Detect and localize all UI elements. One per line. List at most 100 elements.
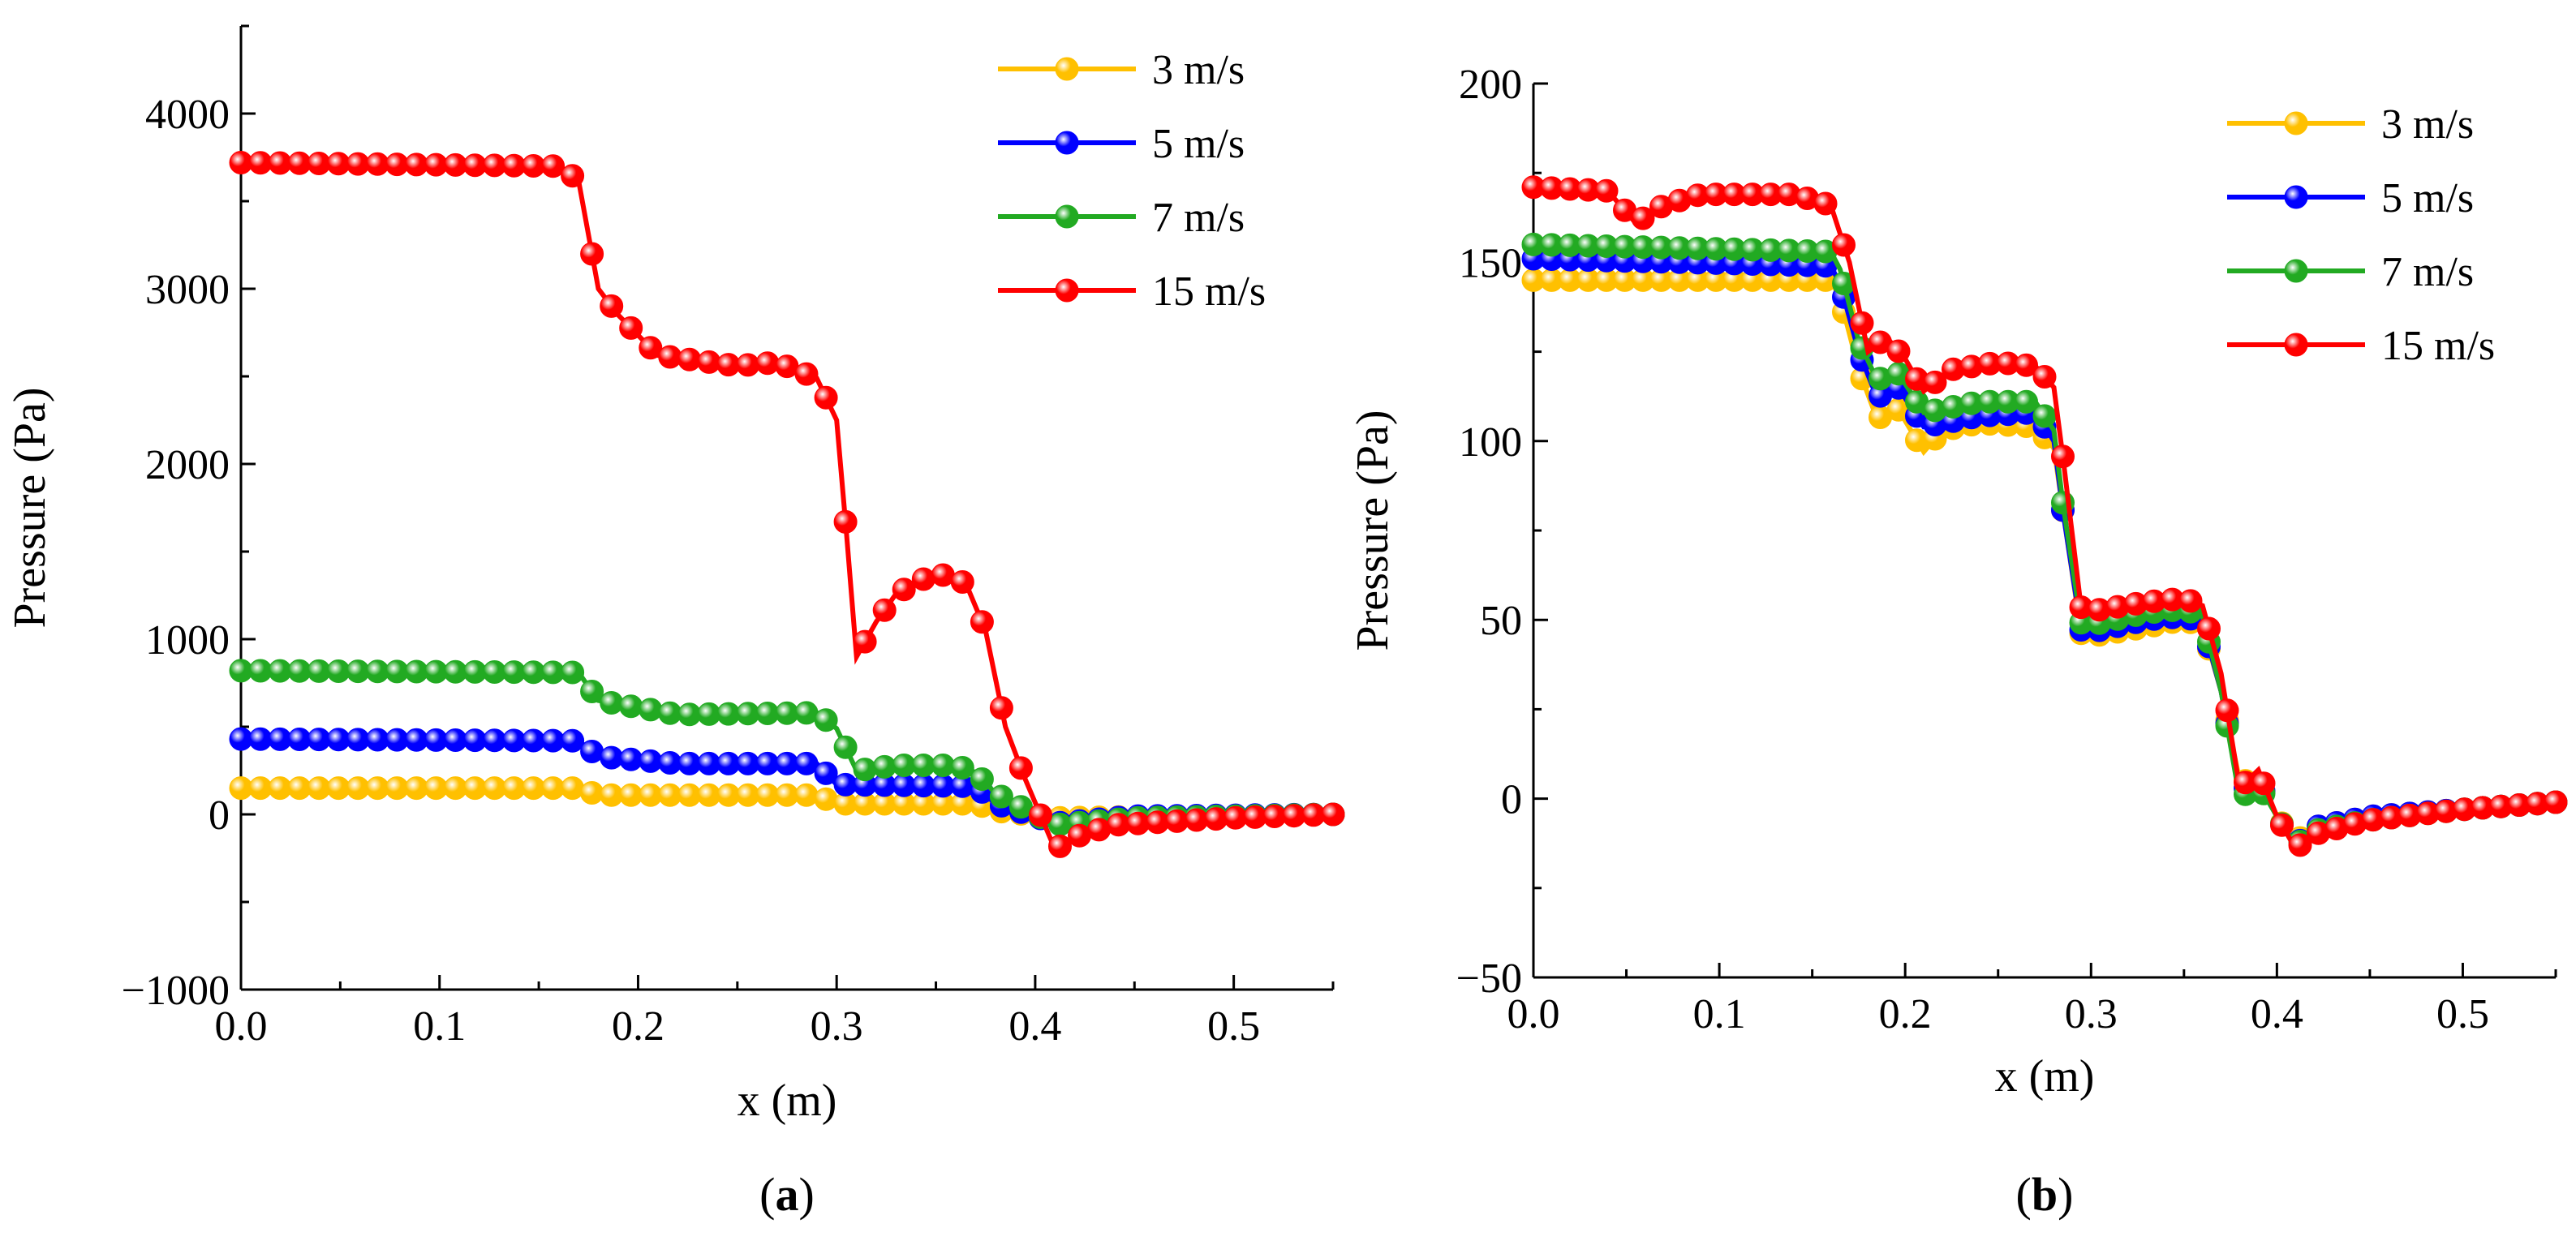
y-tick-label: 100 [1459, 419, 1522, 466]
data-point [970, 610, 994, 634]
legend-label: 5 m/s [1152, 121, 1245, 167]
data-point [600, 294, 624, 318]
legend-marker [1055, 131, 1079, 155]
data-point [1008, 756, 1033, 780]
data-point [658, 345, 682, 369]
data-point [814, 708, 838, 732]
data-point [853, 758, 877, 782]
data-point [2015, 353, 2038, 377]
data-point [2544, 790, 2568, 814]
data-point [1832, 233, 1856, 257]
x-tick-label: 0.4 [2251, 991, 2303, 1037]
data-point [794, 783, 819, 807]
data-point [697, 350, 721, 374]
data-point [794, 751, 819, 775]
data-point [2288, 833, 2312, 857]
legend-label: 3 m/s [2381, 101, 2474, 148]
data-point [1029, 803, 1052, 827]
data-point [561, 728, 585, 753]
y-tick-label: 4000 [145, 92, 230, 138]
legend-label: 3 m/s [1152, 47, 1245, 93]
legend-marker [1055, 278, 1079, 303]
data-point [561, 776, 585, 801]
data-point [970, 767, 994, 791]
data-point [2270, 813, 2294, 837]
data-point [1813, 191, 1838, 216]
data-point [814, 787, 838, 811]
y-tick-label: 2000 [145, 442, 230, 488]
data-point [619, 316, 643, 340]
data-point [1850, 311, 1874, 335]
data-point [755, 351, 780, 376]
x-tick-label: 0.0 [215, 1003, 268, 1050]
y-axis-title: Pressure (Pa) [1348, 410, 1398, 651]
x-tick-label: 0.0 [1507, 991, 1560, 1037]
legend-label: 5 m/s [2381, 175, 2474, 221]
data-point [541, 154, 566, 178]
x-tick-label: 0.3 [811, 1003, 863, 1050]
data-point [1594, 178, 1619, 203]
y-tick-label: 0 [1501, 777, 1522, 823]
data-point [931, 754, 955, 777]
x-tick-label: 0.5 [2436, 991, 2489, 1037]
data-point [950, 756, 974, 779]
legend-marker [2284, 111, 2308, 135]
data-point [1321, 802, 1345, 827]
data-point [989, 696, 1013, 720]
data-point [2032, 365, 2057, 389]
y-tick-label: 3000 [145, 267, 230, 313]
data-point [1886, 339, 1911, 363]
data-point [639, 336, 663, 360]
legend-label: 7 m/s [2381, 249, 2474, 295]
series-15ms [1521, 175, 2568, 857]
data-point [892, 578, 916, 602]
legend-label: 7 m/s [1152, 195, 1245, 241]
series-15ms [229, 151, 1345, 858]
legend-marker [2284, 259, 2308, 283]
data-point [2178, 589, 2203, 613]
data-point [872, 598, 897, 622]
y-tick-label: −50 [1456, 956, 1522, 1002]
y-tick-label: 200 [1459, 62, 1522, 108]
data-point [677, 347, 702, 371]
y-tick-label: −1000 [122, 968, 230, 1014]
data-point [2015, 389, 2038, 414]
legend-label: 15 m/s [1152, 268, 1266, 315]
data-point [814, 761, 838, 785]
data-point [2197, 616, 2221, 641]
data-point [2051, 444, 2075, 469]
data-point [833, 509, 858, 534]
data-point [1087, 818, 1112, 842]
y-tick-label: 150 [1459, 240, 1522, 286]
legend-marker [2284, 185, 2308, 209]
x-tick-label: 0.3 [2065, 991, 2118, 1037]
panel-a: 0.0 0.1 0.2 0.3 0.4 0.5 −1000 0 1000 2000 3000 4000… [5, 24, 1345, 1221]
data-point [2215, 698, 2239, 723]
data-point [600, 691, 624, 715]
x-tick-label: 0.1 [413, 1003, 466, 1050]
x-tick-label: 0.2 [612, 1003, 664, 1050]
panel-label: (b) [2016, 1168, 2074, 1221]
data-point [989, 784, 1013, 809]
x-tick-label: 0.1 [1693, 991, 1746, 1037]
legend-marker [2284, 333, 2308, 357]
legend-marker [1055, 57, 1079, 81]
data-point [619, 694, 643, 719]
x-axis-title: x (m) [1995, 1051, 2095, 1102]
legend-label: 15 m/s [2381, 323, 2495, 369]
x-tick-label: 0.5 [1207, 1003, 1260, 1050]
data-point [814, 385, 838, 410]
series-7ms [229, 659, 1345, 836]
data-point [580, 680, 604, 703]
data-point [580, 242, 604, 266]
x-tick-label: 0.2 [1879, 991, 1932, 1037]
x-tick-label: 0.4 [1008, 1003, 1061, 1050]
data-point [561, 164, 585, 188]
data-point [2032, 404, 2057, 428]
y-tick-label: 0 [209, 792, 230, 839]
data-point [1631, 206, 1655, 230]
legend: 3 m/s 5 m/s 7 m/s 15 m/s [998, 47, 1266, 315]
y-tick-label: 1000 [145, 617, 230, 664]
legend: 3 m/s 5 m/s 7 m/s 15 m/s [2227, 101, 2495, 369]
